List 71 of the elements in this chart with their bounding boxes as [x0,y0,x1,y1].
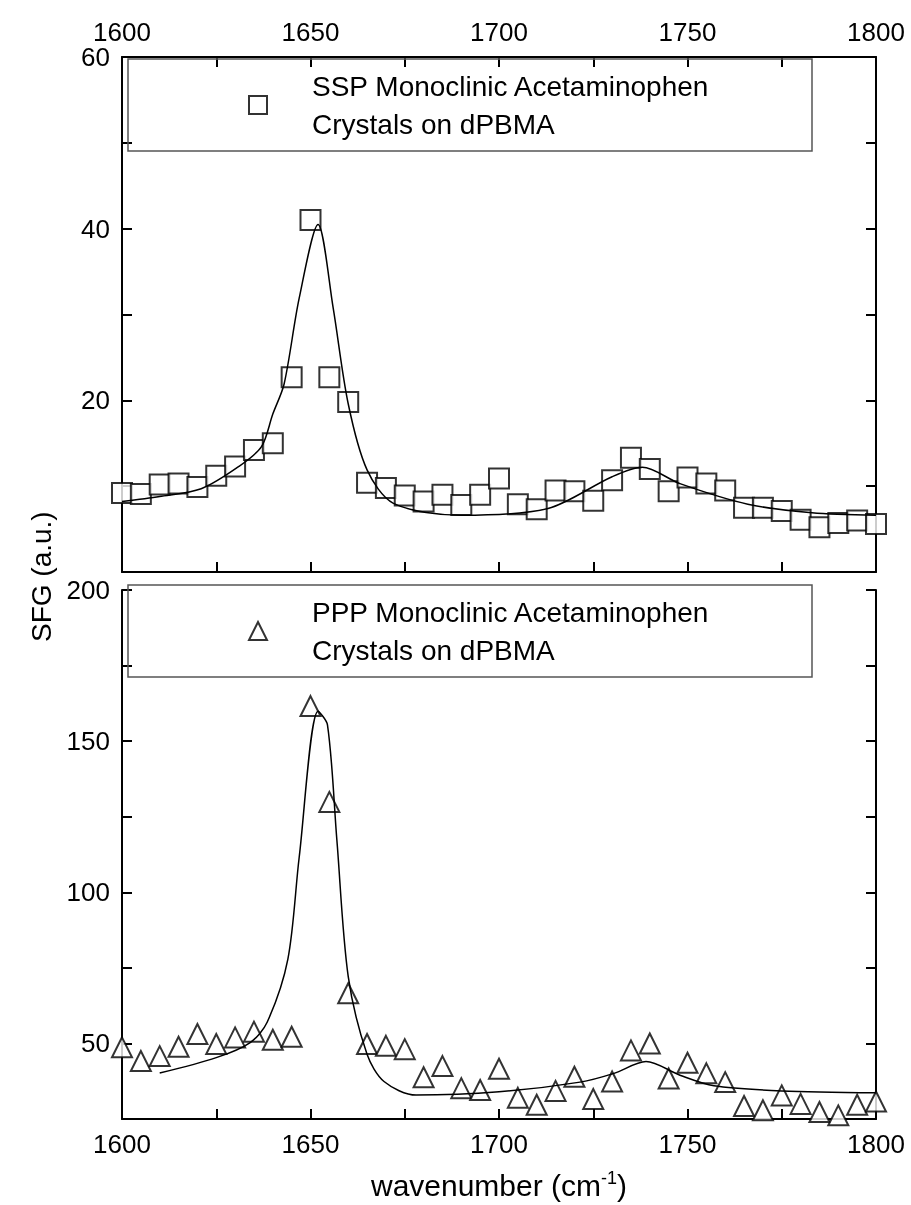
point [186,1023,209,1046]
point [789,1092,812,1115]
point [525,1093,548,1116]
point [865,1090,887,1113]
point [544,1079,567,1102]
y-tick-label: 50 [81,1028,110,1059]
point [111,1036,133,1059]
point [827,1104,850,1127]
point [148,1045,171,1068]
point [601,1070,624,1093]
point [619,446,642,469]
x-tick-label: 1650 [281,1129,340,1159]
point [299,695,322,718]
point [714,479,737,502]
point [469,1078,492,1101]
x-tick-label: 1800 [847,17,905,47]
point [431,1055,454,1078]
point [261,1028,284,1051]
point [280,366,303,389]
point [582,489,605,512]
x-tick-label: 1650 [281,17,340,47]
y-tick-label: 100 [66,877,110,908]
point [525,498,548,521]
point [695,1062,718,1085]
point [129,1049,152,1072]
point [770,1084,793,1107]
x-tick-label: 1700 [470,17,528,47]
y-tick-label: 20 [81,385,110,416]
point [601,469,624,492]
point [318,790,341,813]
point [393,1038,416,1061]
point [224,1026,247,1049]
point [733,1095,756,1117]
y-tick-label: 200 [66,575,110,605]
y-tick-label: 150 [66,726,110,757]
point [751,1099,774,1122]
point [374,1034,397,1057]
legend-label: SSP Monoclinic Acetaminophen Crystals on dPBMA [312,70,717,140]
point [167,1035,190,1058]
point [676,1051,699,1074]
point [638,458,661,480]
point [242,1020,265,1043]
x-tick-label: 1600 [93,1129,151,1159]
point [431,483,454,506]
y-tick-label: 40 [81,213,110,244]
x-tick-label: 1700 [470,1129,528,1159]
point [488,467,510,490]
x-tick-label: 1750 [658,1129,717,1159]
point [846,1093,869,1116]
point [318,366,341,389]
point [582,1088,605,1111]
point [337,391,360,414]
point [808,516,831,539]
point [205,1033,228,1056]
point [488,1057,510,1080]
point [299,209,322,232]
x-tick-label: 1800 [847,1129,905,1159]
point [808,1101,831,1124]
point [412,1066,435,1089]
x-tick-label: 1750 [658,17,717,47]
point [506,1086,529,1109]
y-axis-title: SFG (a.u.) [25,510,58,645]
point [469,483,492,506]
legend-label: PPP Monoclinic Acetaminophen Crystals on dPBMA [312,596,717,666]
point [657,480,680,503]
point [865,512,887,535]
point [619,1039,642,1062]
point [638,1032,661,1055]
point [261,432,284,455]
point [280,1025,303,1048]
point [657,1067,680,1090]
